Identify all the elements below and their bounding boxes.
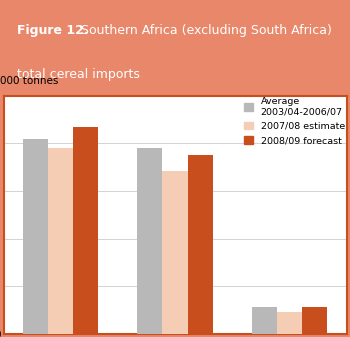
Bar	[162, 171, 188, 334]
Text: Figure 12.: Figure 12.	[17, 24, 89, 37]
Text: total cereal imports: total cereal imports	[17, 68, 140, 81]
Bar	[188, 155, 213, 334]
Bar	[23, 139, 48, 334]
Bar	[277, 312, 302, 334]
Bar	[137, 148, 162, 334]
Text: Southern Africa (excluding South Africa): Southern Africa (excluding South Africa)	[77, 24, 332, 37]
Legend: Average
2003/04-2006/07, 2007/08 estimate, 2008/09 forecast: Average 2003/04-2006/07, 2007/08 estimat…	[244, 97, 345, 145]
Bar	[302, 307, 327, 334]
Bar	[73, 127, 98, 334]
Bar	[48, 148, 73, 334]
Text: 000 tonnes: 000 tonnes	[0, 76, 58, 86]
Bar	[252, 307, 277, 334]
